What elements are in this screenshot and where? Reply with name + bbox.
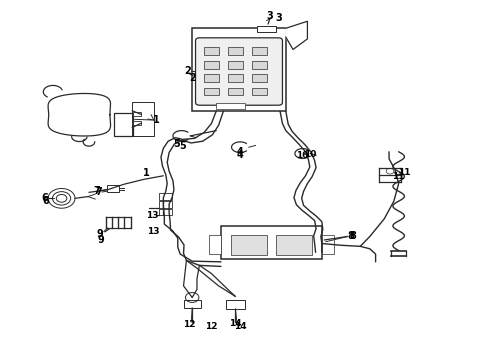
Text: 13: 13 (147, 227, 160, 236)
Bar (133, 112, 141, 117)
Bar (252, 48, 267, 55)
Text: 12: 12 (184, 320, 196, 329)
Bar (228, 74, 243, 82)
Text: 14: 14 (229, 319, 242, 328)
Text: 5: 5 (179, 141, 186, 152)
Text: 10: 10 (296, 151, 309, 160)
Text: 14: 14 (234, 322, 246, 331)
Text: 2: 2 (189, 73, 196, 83)
Bar (228, 87, 243, 95)
Text: 7: 7 (94, 186, 100, 196)
Bar (216, 103, 245, 109)
FancyBboxPatch shape (196, 38, 282, 105)
Text: 11: 11 (398, 168, 411, 177)
Bar (159, 193, 172, 200)
Bar (276, 235, 312, 255)
Bar (228, 61, 243, 68)
Bar (226, 300, 245, 309)
Polygon shape (286, 21, 307, 49)
Bar (228, 48, 243, 55)
Bar (252, 87, 267, 95)
Text: 10: 10 (304, 150, 316, 159)
Text: 4: 4 (237, 150, 244, 160)
Bar (132, 102, 154, 136)
Polygon shape (48, 94, 111, 136)
Bar (107, 185, 119, 192)
Bar (257, 26, 276, 32)
Bar (209, 235, 221, 254)
Bar (252, 74, 267, 82)
Text: 9: 9 (98, 235, 104, 245)
Bar (204, 87, 219, 95)
Bar (192, 28, 286, 111)
Text: 6: 6 (41, 193, 48, 203)
Bar (114, 113, 133, 136)
Bar (159, 209, 172, 215)
Text: 7: 7 (95, 187, 102, 197)
Bar (133, 121, 141, 125)
Text: 3: 3 (267, 11, 273, 21)
Text: 9: 9 (97, 229, 103, 239)
Bar (221, 226, 322, 259)
Bar (204, 61, 219, 68)
Text: 1: 1 (153, 115, 160, 125)
Text: 8: 8 (347, 231, 354, 242)
Bar (252, 61, 267, 68)
Bar (204, 74, 219, 82)
Text: 5: 5 (173, 139, 180, 149)
Text: 8: 8 (349, 231, 356, 241)
Bar (231, 235, 267, 255)
Bar (184, 300, 201, 308)
Text: 13: 13 (146, 211, 158, 220)
Bar (159, 201, 172, 207)
Bar (322, 235, 334, 254)
Text: 11: 11 (392, 172, 405, 181)
Bar (204, 48, 219, 55)
Text: 4: 4 (237, 147, 244, 157)
Text: 6: 6 (42, 196, 49, 206)
Text: 1: 1 (143, 168, 150, 178)
Text: 2: 2 (184, 66, 191, 76)
Text: 3: 3 (275, 13, 282, 23)
Text: 12: 12 (205, 322, 218, 331)
